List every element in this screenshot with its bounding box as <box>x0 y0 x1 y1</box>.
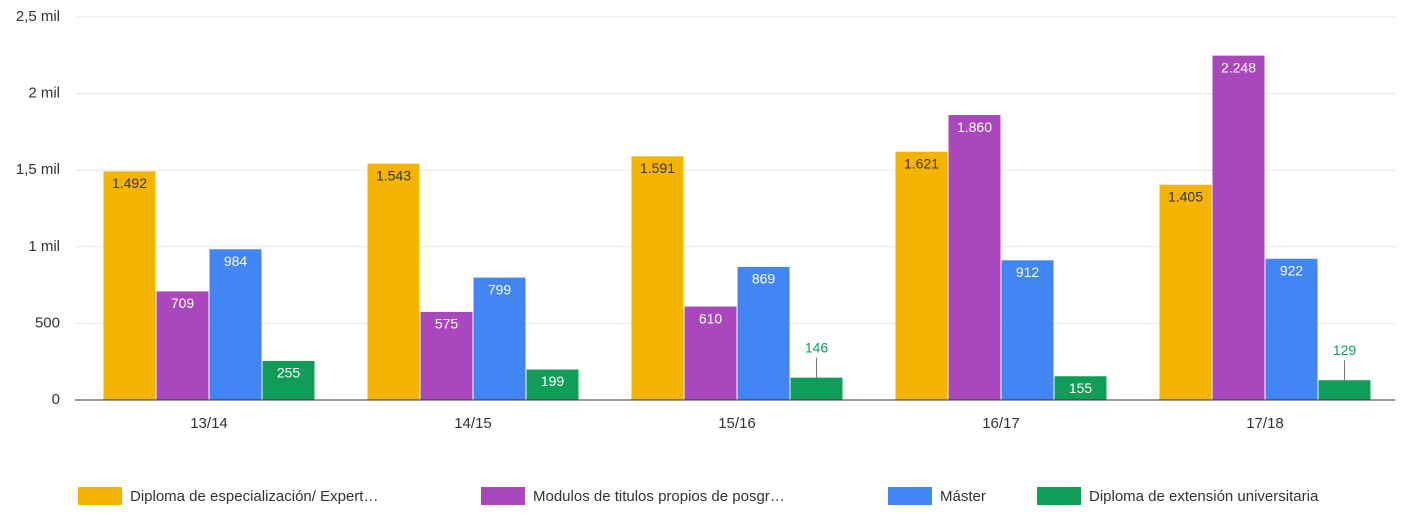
data-label: 575 <box>435 316 459 332</box>
legend-label: Diploma de especialización/ Expert… <box>130 488 378 505</box>
data-label: 1.405 <box>1168 188 1203 204</box>
bar <box>1001 260 1054 400</box>
x-tick-label: 16/17 <box>982 415 1020 432</box>
legend-label: Modulos de titulos propios de posgr… <box>533 488 785 505</box>
data-label: 129 <box>1333 342 1357 358</box>
data-label: 2.248 <box>1221 59 1256 75</box>
y-tick-label: 1 mil <box>28 238 60 255</box>
bar <box>1318 380 1371 400</box>
bar <box>209 249 262 400</box>
bar <box>103 171 156 400</box>
bar <box>367 163 420 400</box>
legend-swatch <box>78 487 122 505</box>
bar <box>684 306 737 400</box>
bar <box>420 311 473 400</box>
bar <box>895 151 948 400</box>
y-tick-label: 1,5 mil <box>16 161 60 178</box>
bar <box>1265 258 1318 400</box>
data-label: 1.543 <box>376 167 411 183</box>
legend-label: Diploma de extensión universitaria <box>1089 488 1319 505</box>
data-label: 146 <box>805 339 829 355</box>
x-tick-label: 13/14 <box>190 415 228 432</box>
data-label: 255 <box>277 365 301 381</box>
y-tick-label: 2 mil <box>28 85 60 102</box>
y-tick-label: 2,5 mil <box>16 8 60 25</box>
bar <box>1054 376 1107 400</box>
legend-swatch <box>888 487 932 505</box>
bar <box>948 115 1001 400</box>
bar <box>631 156 684 400</box>
bar <box>1212 55 1265 401</box>
data-label: 1.621 <box>904 155 939 171</box>
x-tick-label: 14/15 <box>454 415 492 432</box>
y-tick-label: 0 <box>52 391 60 408</box>
data-label: 984 <box>224 253 248 269</box>
data-label: 912 <box>1016 264 1040 280</box>
bar <box>156 291 209 400</box>
x-tick-label: 17/18 <box>1246 415 1284 432</box>
data-label: 869 <box>752 271 776 287</box>
data-label: 1.492 <box>112 175 147 191</box>
bar <box>262 360 315 400</box>
x-tick-label: 15/16 <box>718 415 756 432</box>
data-label: 799 <box>488 281 512 297</box>
legend-label: Máster <box>940 488 986 505</box>
data-label: 155 <box>1069 380 1093 396</box>
bar <box>1159 184 1212 400</box>
legend-swatch <box>481 487 525 505</box>
y-tick-label: 500 <box>35 314 60 331</box>
legend-swatch <box>1037 487 1081 505</box>
bar <box>737 266 790 400</box>
data-label: 709 <box>171 295 195 311</box>
data-label: 1.591 <box>640 160 675 176</box>
data-label: 1.860 <box>957 119 992 135</box>
bar <box>473 277 526 400</box>
data-label: 199 <box>541 373 565 389</box>
bar <box>526 369 579 400</box>
data-label: 610 <box>699 310 723 326</box>
data-label: 922 <box>1280 262 1304 278</box>
bar <box>790 377 843 400</box>
